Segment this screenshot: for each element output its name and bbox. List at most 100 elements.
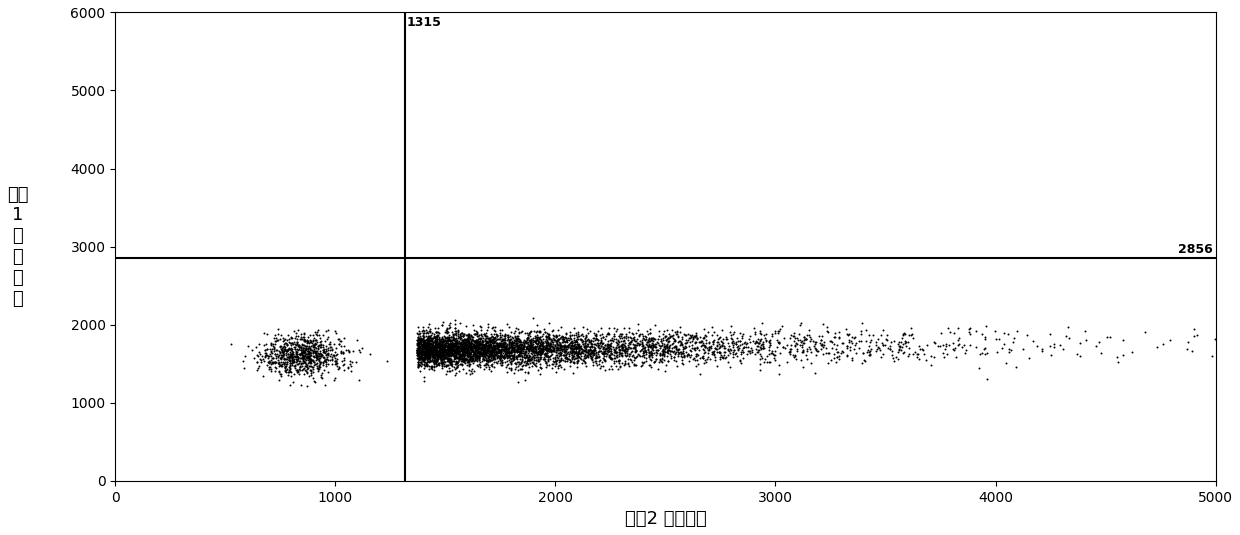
Point bbox=[440, 354, 460, 362]
Point bbox=[479, 340, 498, 349]
Point bbox=[317, 349, 337, 358]
Point bbox=[470, 349, 490, 358]
Point bbox=[300, 342, 320, 350]
Point bbox=[491, 341, 511, 350]
Point bbox=[306, 351, 326, 360]
Point bbox=[459, 337, 479, 346]
Point bbox=[306, 352, 326, 361]
Point bbox=[484, 342, 503, 350]
Point bbox=[430, 350, 450, 359]
Point bbox=[444, 349, 464, 357]
Point bbox=[490, 354, 510, 363]
Point bbox=[606, 356, 626, 365]
Point bbox=[557, 342, 577, 351]
Point bbox=[640, 355, 660, 364]
Point bbox=[281, 358, 301, 367]
Point bbox=[620, 340, 640, 348]
Point bbox=[429, 355, 449, 364]
Point bbox=[596, 330, 616, 338]
Point bbox=[505, 341, 525, 349]
Point bbox=[432, 358, 451, 366]
Point bbox=[458, 347, 477, 355]
Point bbox=[846, 339, 866, 348]
Point bbox=[649, 332, 668, 340]
Point bbox=[994, 340, 1014, 348]
Point bbox=[653, 342, 673, 351]
Point bbox=[515, 357, 534, 366]
Point bbox=[262, 355, 281, 364]
Point bbox=[522, 340, 542, 349]
Point bbox=[427, 357, 446, 366]
Point bbox=[418, 340, 438, 348]
Point bbox=[304, 362, 324, 371]
Point bbox=[539, 331, 559, 339]
Point bbox=[655, 347, 675, 355]
Point bbox=[448, 358, 467, 367]
Point bbox=[433, 350, 453, 358]
Point bbox=[960, 330, 980, 338]
Point bbox=[433, 343, 453, 352]
Point bbox=[303, 337, 322, 345]
Point bbox=[500, 351, 520, 360]
Point bbox=[759, 357, 779, 366]
Point bbox=[424, 347, 444, 356]
Point bbox=[467, 332, 487, 340]
Point bbox=[859, 331, 879, 339]
Point bbox=[415, 342, 435, 351]
Point bbox=[438, 341, 458, 350]
Point bbox=[289, 346, 309, 354]
Point bbox=[537, 339, 557, 347]
Point bbox=[262, 341, 281, 349]
Point bbox=[921, 352, 941, 361]
Point bbox=[410, 338, 430, 347]
Point bbox=[470, 355, 490, 363]
Point bbox=[427, 350, 446, 358]
Point bbox=[593, 348, 613, 356]
Point bbox=[446, 351, 466, 360]
Point bbox=[1044, 340, 1064, 348]
Point bbox=[515, 368, 534, 376]
Point bbox=[604, 332, 624, 340]
Point bbox=[275, 345, 295, 354]
Point bbox=[443, 360, 463, 368]
Point bbox=[650, 357, 670, 366]
Point bbox=[605, 330, 625, 339]
Point bbox=[567, 357, 587, 366]
Point bbox=[260, 340, 280, 348]
Point bbox=[479, 347, 498, 355]
Point bbox=[649, 339, 668, 347]
Point bbox=[764, 354, 784, 363]
Point bbox=[629, 341, 649, 349]
Point bbox=[293, 344, 312, 353]
Point bbox=[650, 349, 670, 357]
Point bbox=[275, 364, 295, 372]
Point bbox=[611, 344, 631, 353]
Point bbox=[274, 347, 294, 355]
Point bbox=[604, 358, 624, 367]
Point bbox=[501, 339, 521, 347]
Point bbox=[438, 324, 458, 333]
Point bbox=[409, 347, 429, 356]
Point bbox=[435, 339, 455, 347]
Point bbox=[413, 354, 433, 363]
Point bbox=[575, 358, 595, 366]
Point bbox=[587, 348, 606, 356]
Point bbox=[444, 331, 464, 339]
Point bbox=[753, 339, 773, 348]
Point bbox=[439, 355, 459, 364]
Point bbox=[427, 346, 446, 354]
Point bbox=[655, 350, 675, 359]
Point bbox=[408, 348, 428, 357]
Point bbox=[606, 352, 626, 361]
Point bbox=[512, 348, 532, 356]
Point bbox=[528, 350, 548, 358]
Point bbox=[279, 354, 299, 362]
Point bbox=[495, 349, 515, 358]
Point bbox=[414, 333, 434, 341]
Point bbox=[470, 337, 490, 346]
Point bbox=[449, 349, 469, 357]
Point bbox=[506, 337, 526, 346]
Point bbox=[584, 345, 604, 354]
Point bbox=[427, 347, 446, 356]
Point bbox=[529, 344, 549, 353]
